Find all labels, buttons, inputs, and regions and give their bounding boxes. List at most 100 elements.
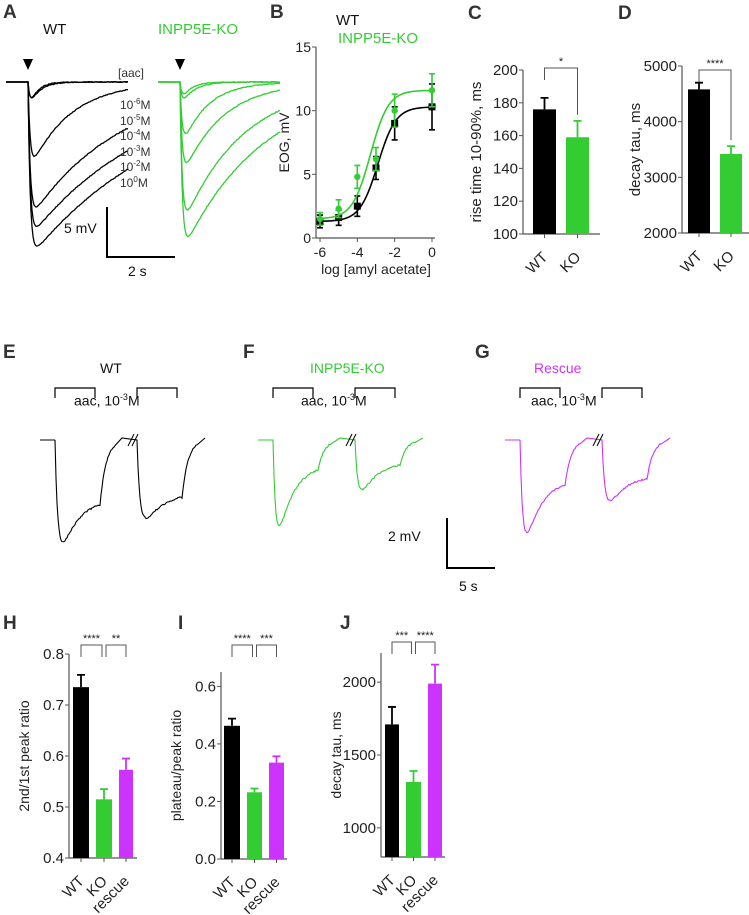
significance-bracket: [392, 642, 412, 654]
stim-unit: M: [355, 393, 367, 409]
data-point-ko: [391, 107, 397, 113]
stim-exponent: -3: [347, 392, 355, 402]
bar-WT: [224, 726, 240, 859]
D-y-tick-label: 2000: [644, 225, 677, 242]
significance-label: *: [559, 56, 564, 68]
D-y-axis-label: decay tau, ms: [627, 103, 644, 196]
significance-label: ****: [706, 58, 724, 70]
significance-bracket: [545, 68, 578, 115]
figure-canvas: 051015-6 -4 -2 0log [amyl acetate]EOG, mV10…: [0, 0, 749, 915]
significance-bracket: [257, 645, 277, 657]
wt-eog-trace: [6, 82, 128, 207]
error-bar: [431, 665, 439, 684]
error-bar: [695, 83, 703, 90]
C-x-tick-label: KO: [557, 249, 584, 276]
panel-label-d: D: [618, 3, 632, 25]
bar-rescue: [269, 763, 284, 859]
scale-bar-a-voltage: 5 mV: [64, 220, 97, 236]
panel-a-wt-title: WT: [43, 21, 66, 38]
significance-label: ***: [395, 630, 409, 642]
scale-bar-a-time: 2 s: [128, 263, 147, 279]
B-y-tick-label: 15: [295, 39, 311, 55]
scale-bar-efg-voltage: 2 mV: [388, 528, 421, 544]
J-y-tick-label: 1500: [343, 747, 376, 764]
wt-eog-trace: [6, 82, 128, 226]
bar-KO: [247, 792, 262, 859]
stimulus-arrow-wt-icon: [23, 59, 33, 70]
significance-bracket: [81, 645, 102, 657]
significance-label: ****: [83, 633, 101, 645]
panel-label-f: F: [243, 342, 255, 364]
stim-text: aac, 10: [301, 393, 347, 409]
data-point-ko: [354, 174, 360, 180]
H-y-axis-label: 2nd/1st peak ratio: [16, 700, 32, 812]
I-y-tick-label: 0.0: [195, 851, 216, 868]
error-bar: [410, 771, 418, 782]
error-bar: [574, 121, 582, 137]
B-y-tick-label: 5: [303, 166, 311, 182]
B-x-tick-label: 0: [428, 244, 436, 260]
panel-label-g: G: [475, 342, 490, 364]
H-y-tick-label: 0.5: [43, 799, 64, 816]
wt-eog-trace: [6, 82, 128, 98]
stim-unit: M: [585, 393, 597, 409]
panel-g-stimulus: aac, 10-3M: [531, 392, 597, 409]
panel-label-h: H: [3, 613, 17, 635]
wt-eog-trace: [6, 82, 128, 98]
bar-WT: [385, 724, 399, 857]
scale-bar-a: [107, 207, 175, 257]
B-x-tick-label: -4: [351, 244, 364, 260]
I-y-tick-label: 0.6: [195, 678, 216, 695]
significance-bracket: [416, 642, 436, 654]
panel-f-stimulus: aac, 10-3M: [301, 392, 367, 409]
bar-WT: [73, 687, 89, 858]
wt-paired-trace: [40, 438, 205, 542]
wt-eog-trace: [6, 82, 128, 156]
significance-label: ***: [260, 633, 274, 645]
panel-label-i: I: [178, 613, 183, 635]
significance-label: ****: [234, 633, 252, 645]
conc-label: 10-3M: [120, 144, 150, 159]
conc-label: 10-4M: [120, 128, 150, 143]
ko-eog-trace: [158, 82, 280, 210]
stim-exponent: -3: [577, 392, 585, 402]
panel-g-title: Rescue: [534, 360, 581, 376]
conc-label: 10-2M: [120, 159, 150, 174]
ko-eog-trace: [158, 82, 280, 133]
data-point-ko: [373, 156, 379, 162]
bar-KO: [96, 799, 112, 858]
C-y-tick-label: 140: [493, 160, 518, 177]
C-y-tick-label: 120: [493, 193, 518, 210]
bar-KO: [566, 137, 589, 234]
C-x-tick-label: WT: [523, 249, 552, 278]
figure: 0 5 10 15 -6 -4 -2 0 log [amyl acetate] EOG, mV 10…: [0, 0, 749, 915]
bar-rescue: [428, 684, 442, 857]
B-x-tick-label: -2: [388, 244, 401, 260]
D-y-tick-label: 4000: [644, 114, 677, 131]
C-y-axis-label: rise time 10-90%, ms: [468, 82, 485, 223]
stim-exponent: -3: [120, 392, 128, 402]
H-y-tick-label: 0.6: [43, 748, 64, 765]
conc-label: 10-6M: [120, 97, 150, 112]
stim-text: aac, 10: [74, 393, 120, 409]
conc-label: 10-5M: [120, 113, 150, 128]
panel-label-e: E: [3, 342, 16, 364]
J-y-tick-label: 2000: [343, 674, 376, 691]
error-bar: [77, 675, 85, 687]
I-y-axis-label: plateau/peak ratio: [168, 710, 184, 822]
B-y-tick-label: 10: [295, 103, 311, 119]
bar-WT: [533, 109, 556, 234]
B-x-axis-label: log [amyl acetate]: [321, 261, 431, 277]
error-bar: [541, 98, 549, 109]
significance-bracket: [106, 645, 126, 657]
stim-text: aac, 10: [531, 393, 577, 409]
B-x-tick-label: -6: [314, 244, 327, 260]
significance-bracket: [232, 645, 253, 657]
H-y-tick-label: 0.8: [43, 646, 64, 663]
I-y-tick-label: 0.4: [195, 736, 216, 753]
data-point-ko: [335, 206, 341, 212]
stimulus-arrow-ko-icon: [175, 59, 185, 70]
significance-label: ****: [417, 630, 435, 642]
conc-label: 100M: [120, 175, 148, 190]
bar-WT: [688, 89, 710, 233]
